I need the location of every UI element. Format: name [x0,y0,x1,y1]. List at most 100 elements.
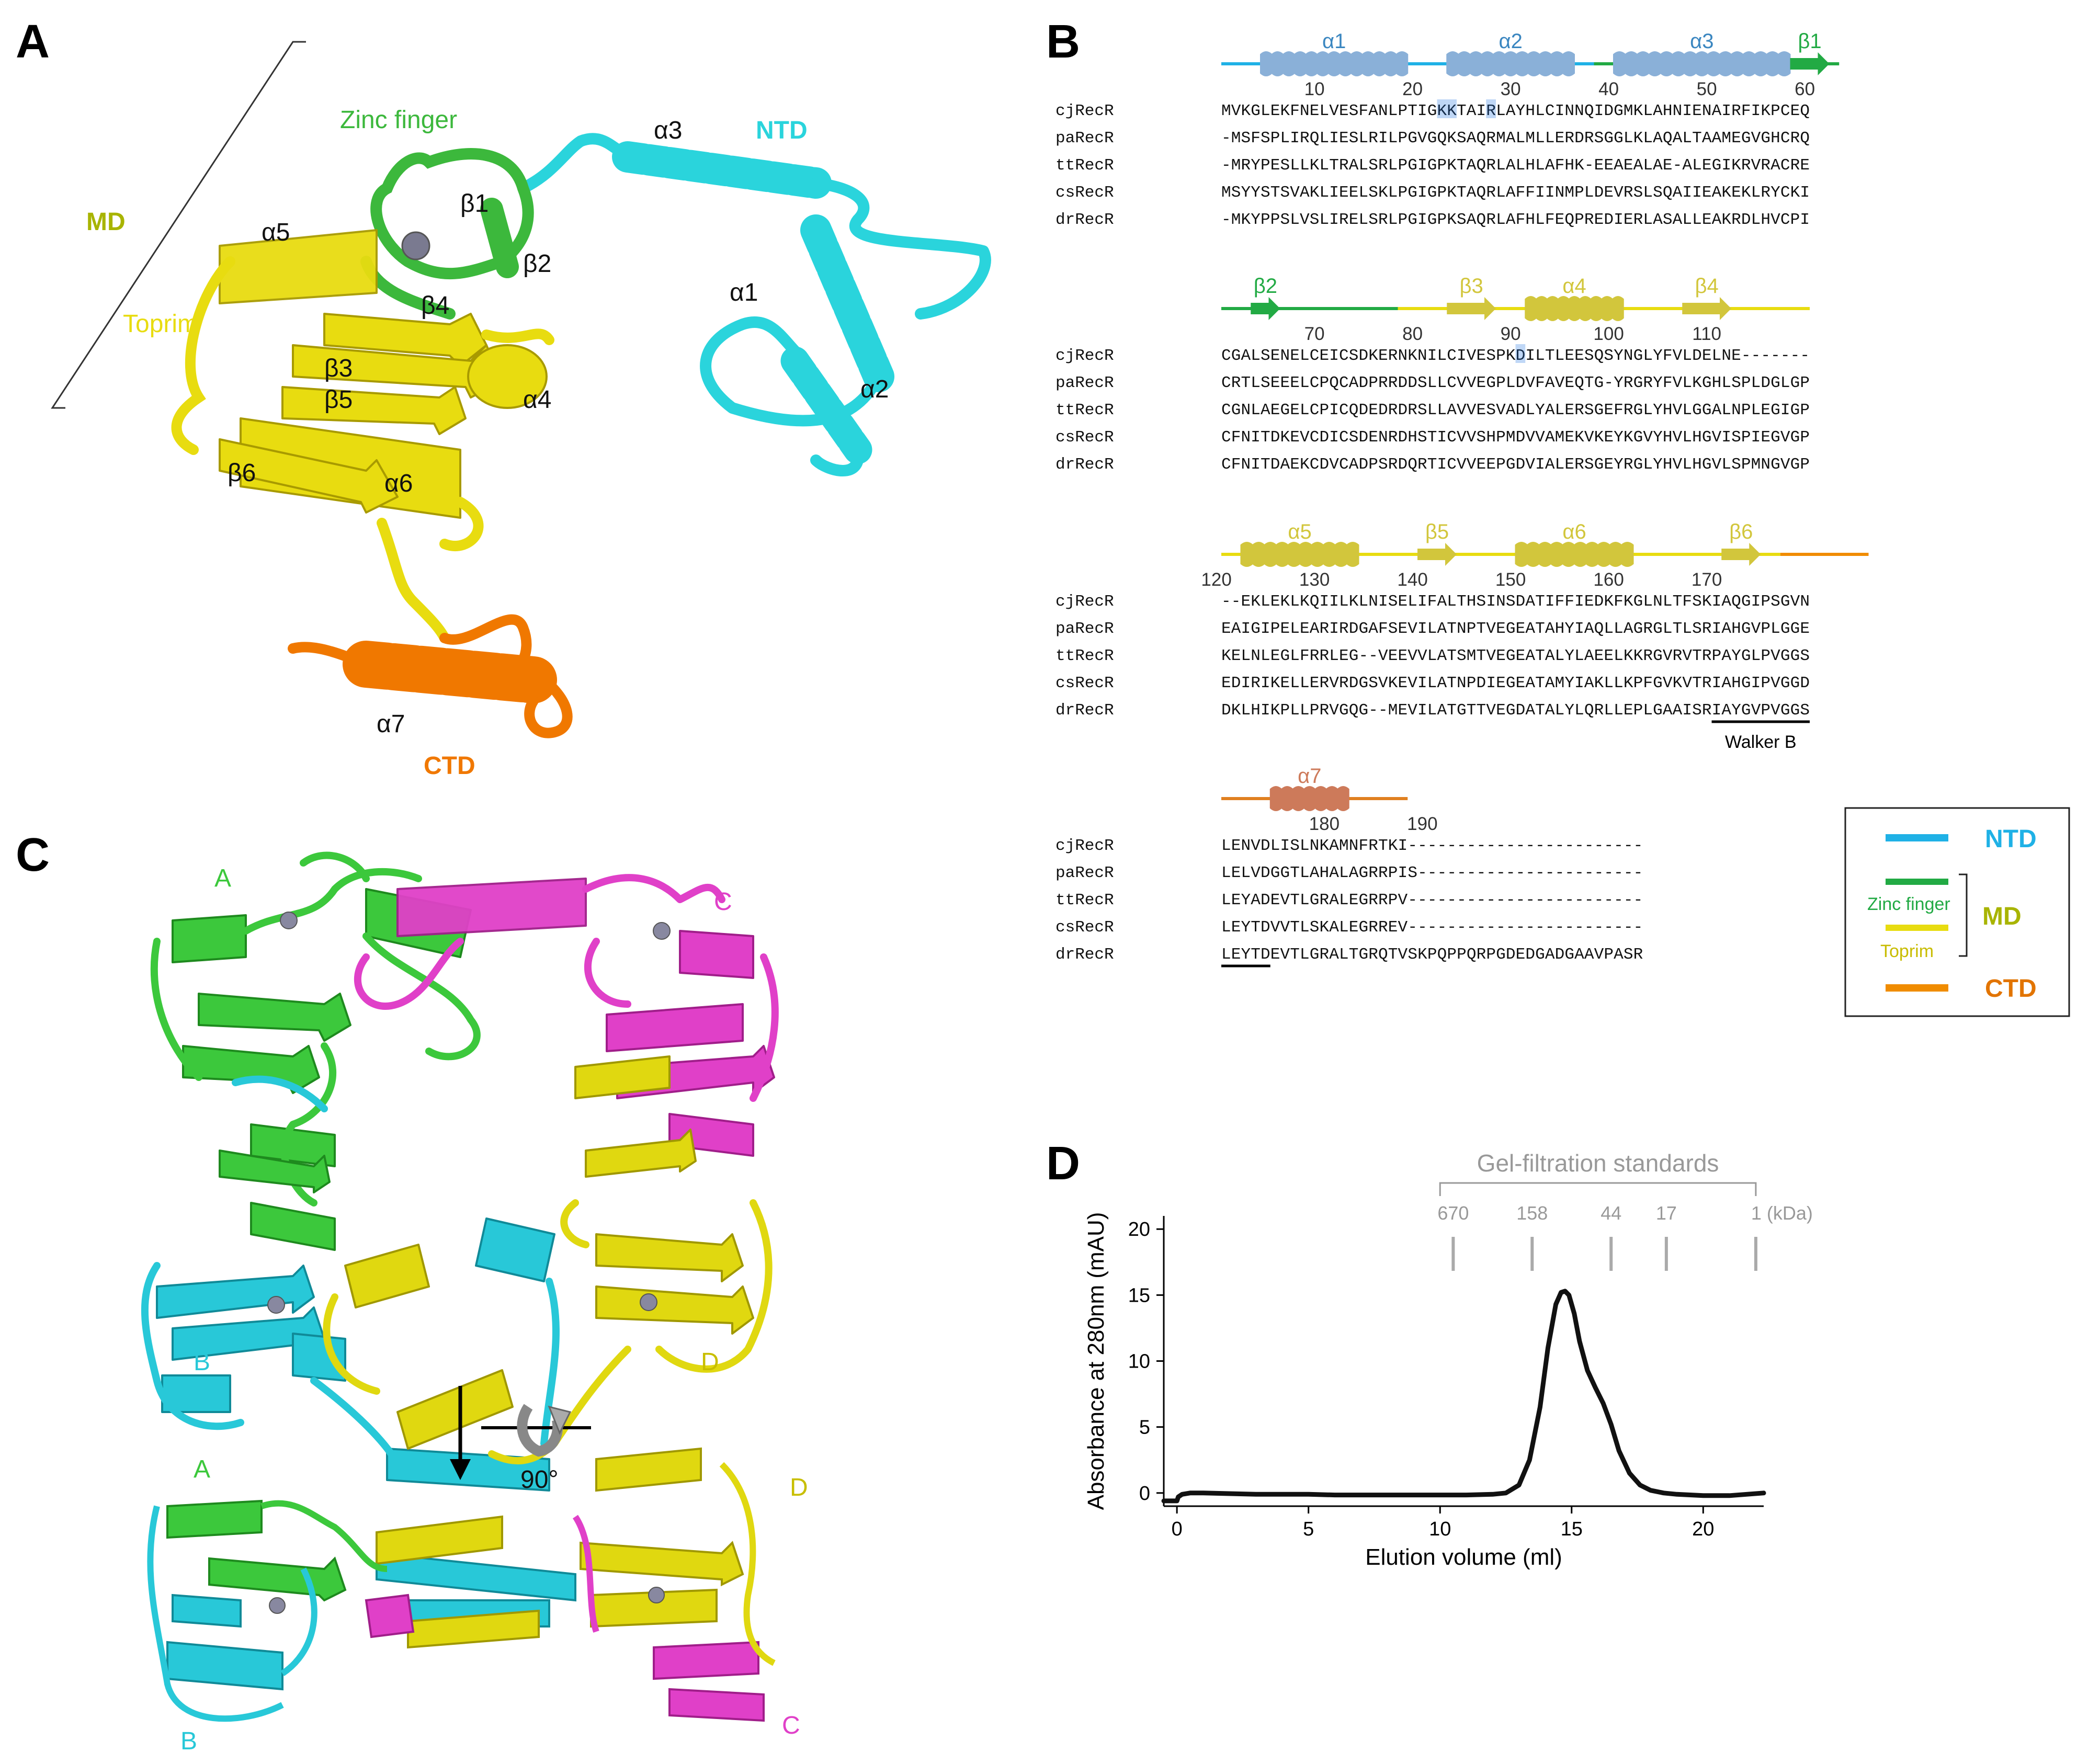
chain-c-side [365,1594,765,1722]
strand-arrow [1682,297,1731,320]
ruler-number: 80 [1402,324,1423,344]
chain-label-c-top: C [714,888,732,916]
md-bracket [51,41,306,409]
legend-ntd-label: NTD [1985,825,2037,853]
sequence-name: csRecR [1055,674,1114,692]
label-a6: α6 [384,470,413,497]
helix-glyph [1525,296,1624,321]
ruler-number: 180 [1309,814,1340,834]
ss-label: α2 [1499,30,1522,53]
x-tick-label: 15 [1561,1518,1583,1540]
chain-d-top [344,1055,754,1450]
helix-glyph [1613,51,1791,76]
ss-label: α4 [1562,275,1586,298]
ruler-number: 140 [1397,570,1427,590]
label-b3: β3 [324,355,353,382]
label-zinc-finger: Zinc finger [340,106,457,134]
sequence-name: cjRecR [1055,837,1114,855]
toprim-loops [171,256,554,643]
panel-d-letter: D [1046,1137,1080,1190]
y-tick-label: 10 [1128,1351,1150,1373]
sequence-string: CFNITDKEVCDICSDENRDHSTICVVSHPMDVVAMEKVKE… [1221,428,1810,447]
panel-b: B α1 α2 α3 β1 10 20 30 40 50 60 cjRecR MVKGLEKFNELV… [1046,16,2070,1017]
sequence-name: paRecR [1055,864,1114,882]
legend-toprim-swatch [1886,925,1948,931]
standards-bracket [1439,1182,1757,1196]
panel-d: D 0 5 10 15 20 0 5 10 15 20 Elution volume (ml) Abs… [1046,1137,1813,1570]
toprim-ribbon [219,229,548,519]
residue-highlight [1447,99,1457,118]
label-a1: α1 [730,279,758,306]
chain-a-ntd [219,1150,336,1251]
ruler-number: 150 [1495,570,1526,590]
chain-c-top-loops [354,874,779,1102]
strand-arrow [1417,543,1457,566]
chain-label-b-top: B [194,1348,210,1376]
sequence-string: MSYYSTSVAKLIEELSKLPGIGPKTAQRLAFFIINMPLDE… [1221,184,1810,202]
walker-b-label: Walker B [1725,732,1797,752]
ruler-number: 120 [1201,570,1231,590]
legend-zinc-swatch [1886,879,1948,885]
sequence-string: MVKGLEKFNELVESFANLPTIGKKTAIRLAYHLCINNQID… [1221,102,1810,120]
sequence-name: paRecR [1055,374,1114,392]
label-b4: β4 [421,292,449,320]
strand-arrow [1251,297,1280,320]
x-tick-label: 20 [1692,1518,1714,1540]
chain-b-top [156,1217,555,1492]
sequence-name: csRecR [1055,918,1114,937]
rotation-arrow-head-icon [548,1405,572,1435]
y-axis-label: Absorbance at 280nm (mAU) [1083,1212,1109,1510]
helix-glyph [1240,542,1359,567]
legend-ctd-swatch [1886,984,1948,992]
legend-zinc-label: Zinc finger [1867,894,1950,914]
sequence-name: ttRecR [1055,891,1114,909]
ss-label: α3 [1690,30,1713,53]
ss-label: β4 [1695,275,1718,298]
legend-md-bracket [1959,873,1968,957]
panel-c-letter: C [16,829,50,881]
chain-a-top [172,888,472,1167]
residue-highlight [1486,99,1496,118]
sequence-name: paRecR [1055,620,1114,638]
ctd-ribbon [288,614,573,738]
sequence-name: cjRecR [1055,347,1114,365]
ruler-number: 160 [1593,570,1624,590]
ruler-number: 100 [1593,324,1624,344]
helix-glyph [1260,51,1409,76]
y-tick-label: 20 [1128,1219,1150,1241]
y-tick-label: 15 [1128,1284,1150,1306]
sequence-string: CGNLAEGELCPICQDEDRDRSLLAVVESVADLYALERSGE… [1221,401,1810,419]
label-a4: α4 [523,386,551,414]
chain-c-top [396,878,775,1157]
side-view-loops [147,1462,776,1722]
standard-label: 158 [1516,1202,1548,1224]
chain-label-b-bottom: B [180,1727,197,1755]
panel-a-letter: A [16,16,50,68]
panel-a: A [16,16,991,780]
label-b1: β1 [460,190,489,218]
y-tick-label: 0 [1139,1483,1150,1505]
ruler-number: 110 [1692,324,1721,344]
legend-md-label: MD [1982,903,2022,930]
sequence-name: drRecR [1055,946,1114,964]
zinc-ion-chain-d [640,1293,657,1311]
x-axis-label: Elution volume (ml) [1365,1544,1562,1570]
zinc-ion-chain-b [267,1296,285,1314]
sequence-string: EDIRIKELLERVRDGSVKEVILATNPDIEGEATAMYIAKL… [1221,674,1810,692]
ruler-number: 70 [1304,324,1325,344]
standard-label: 670 [1437,1202,1469,1224]
ruler-number: 40 [1598,79,1619,99]
ss-label: α5 [1288,520,1311,543]
sequence-name: drRecR [1055,456,1114,474]
x-tick-label: 0 [1172,1518,1183,1540]
tetramer-side-view [147,1447,776,1722]
ruler-number: 90 [1501,324,1521,344]
elution-chart: 0 5 10 15 20 0 5 10 15 20 Elution volume (ml) Absor… [1083,1150,1813,1570]
sequence-string: LEYTDVVTLSKALEGRREV---------------------… [1221,918,1643,937]
zinc-finger-ribbon [360,148,534,320]
sequence-string: CRTLSEEELCPQCADPRRDDSLLCVVEGPLDVFAVEQTG-… [1221,374,1810,392]
strand-arrow [1790,52,1830,75]
sequence-string: LENVDLISLNKAMNFRTKI---------------------… [1221,837,1643,855]
label-a5: α5 [262,219,290,246]
ss-label: α7 [1298,765,1321,788]
